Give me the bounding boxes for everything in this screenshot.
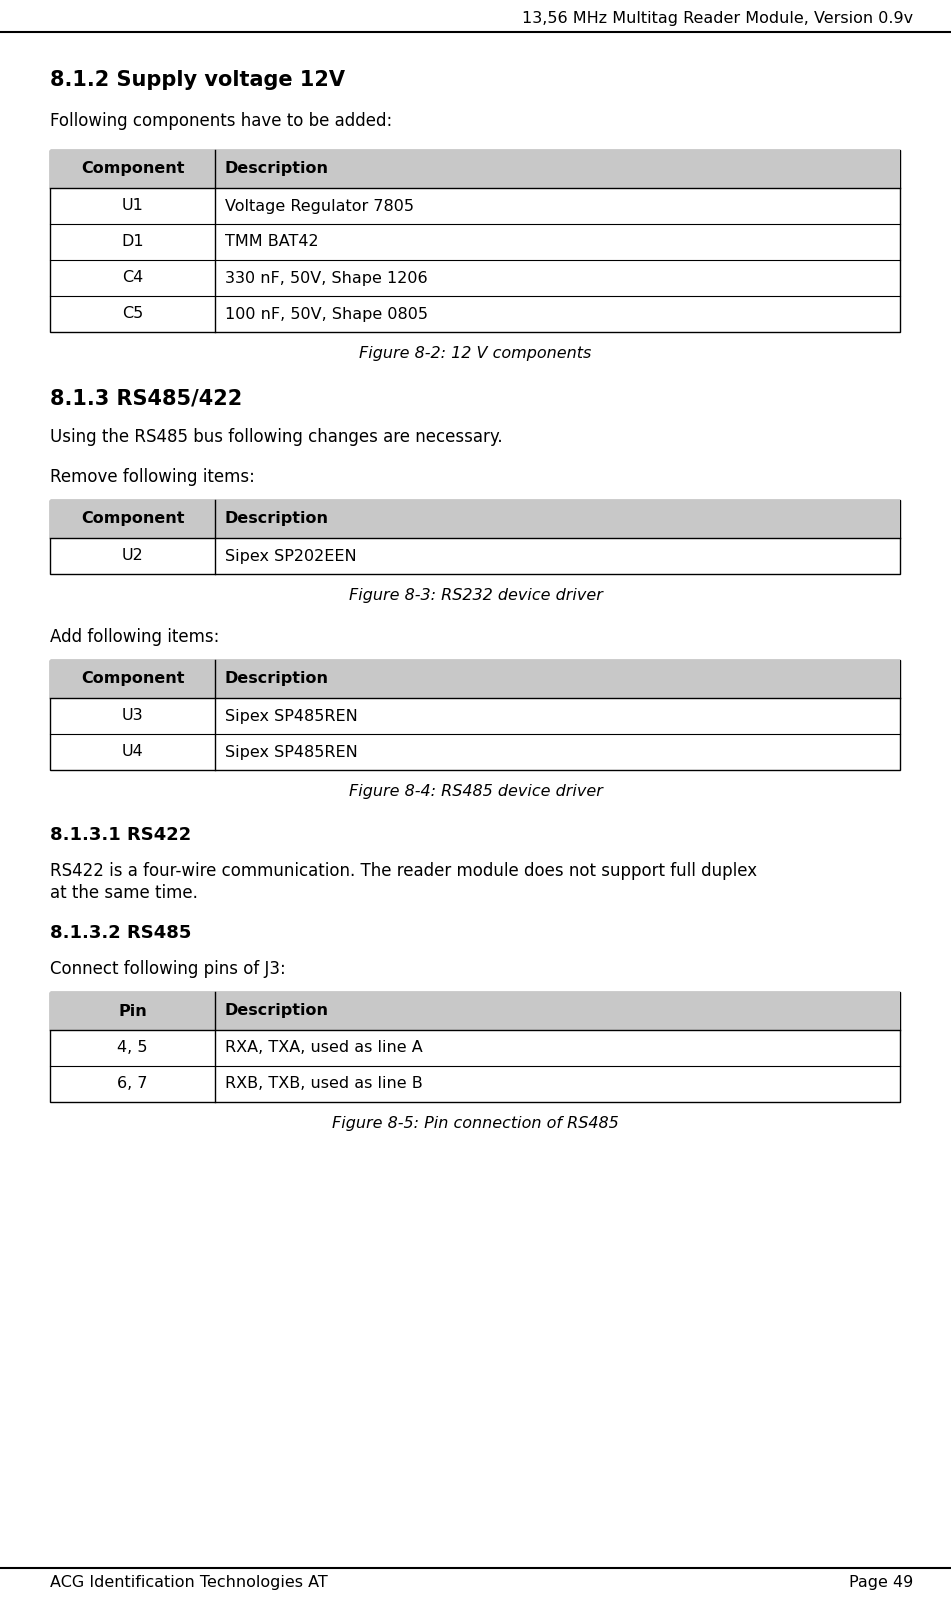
Text: Description: Description: [225, 1003, 329, 1019]
Text: U3: U3: [122, 708, 144, 724]
Text: 100 nF, 50V, Shape 0805: 100 nF, 50V, Shape 0805: [225, 306, 428, 322]
Text: Following components have to be added:: Following components have to be added:: [50, 112, 392, 130]
Text: Component: Component: [81, 511, 184, 527]
Text: Description: Description: [225, 671, 329, 687]
Text: 8.1.3.1 RS422: 8.1.3.1 RS422: [50, 827, 191, 844]
Text: Remove following items:: Remove following items:: [50, 468, 255, 485]
Text: Using the RS485 bus following changes are necessary.: Using the RS485 bus following changes ar…: [50, 428, 503, 445]
Text: 13,56 MHz Multitag Reader Module, Version 0.9v: 13,56 MHz Multitag Reader Module, Versio…: [522, 11, 913, 26]
Text: 8.1.3 RS485/422: 8.1.3 RS485/422: [50, 388, 243, 409]
Text: Connect following pins of J3:: Connect following pins of J3:: [50, 960, 285, 977]
Text: D1: D1: [121, 234, 144, 250]
Text: Sipex SP485REN: Sipex SP485REN: [225, 745, 358, 759]
Text: Sipex SP202EEN: Sipex SP202EEN: [225, 548, 357, 564]
Text: Component: Component: [81, 671, 184, 687]
Text: Page 49: Page 49: [848, 1575, 913, 1589]
Text: 6, 7: 6, 7: [117, 1077, 147, 1091]
Text: 8.1.3.2 RS485: 8.1.3.2 RS485: [50, 924, 191, 942]
Bar: [50, 660, 900, 698]
Bar: [50, 500, 900, 574]
Bar: [50, 660, 900, 771]
Text: Figure 8-4: RS485 device driver: Figure 8-4: RS485 device driver: [349, 783, 602, 799]
Text: Voltage Regulator 7805: Voltage Regulator 7805: [225, 199, 414, 213]
Text: C4: C4: [122, 271, 143, 285]
Text: U1: U1: [122, 199, 144, 213]
Text: RS422 is a four-wire communication. The reader module does not support full dupl: RS422 is a four-wire communication. The …: [50, 862, 757, 879]
Bar: [50, 151, 900, 332]
Text: U4: U4: [122, 745, 144, 759]
Text: Figure 8-5: Pin connection of RS485: Figure 8-5: Pin connection of RS485: [332, 1117, 619, 1131]
Text: C5: C5: [122, 306, 143, 322]
Text: at the same time.: at the same time.: [50, 884, 198, 902]
Text: Description: Description: [225, 162, 329, 176]
Text: 4, 5: 4, 5: [117, 1041, 147, 1056]
Text: Add following items:: Add following items:: [50, 628, 220, 646]
Text: Figure 8-2: 12 V components: Figure 8-2: 12 V components: [359, 346, 592, 360]
Text: RXB, TXB, used as line B: RXB, TXB, used as line B: [225, 1077, 423, 1091]
Bar: [50, 992, 900, 1102]
Text: Figure 8-3: RS232 device driver: Figure 8-3: RS232 device driver: [349, 588, 602, 602]
Bar: [50, 500, 900, 538]
Text: RXA, TXA, used as line A: RXA, TXA, used as line A: [225, 1041, 423, 1056]
Bar: [50, 151, 900, 187]
Text: Description: Description: [225, 511, 329, 527]
Text: Sipex SP485REN: Sipex SP485REN: [225, 708, 358, 724]
Text: 330 nF, 50V, Shape 1206: 330 nF, 50V, Shape 1206: [225, 271, 428, 285]
Bar: [50, 992, 900, 1030]
Text: 8.1.2 Supply voltage 12V: 8.1.2 Supply voltage 12V: [50, 70, 345, 90]
Text: Pin: Pin: [118, 1003, 146, 1019]
Text: ACG Identification Technologies AT: ACG Identification Technologies AT: [50, 1575, 328, 1589]
Text: U2: U2: [122, 548, 144, 564]
Text: TMM BAT42: TMM BAT42: [225, 234, 319, 250]
Text: Component: Component: [81, 162, 184, 176]
